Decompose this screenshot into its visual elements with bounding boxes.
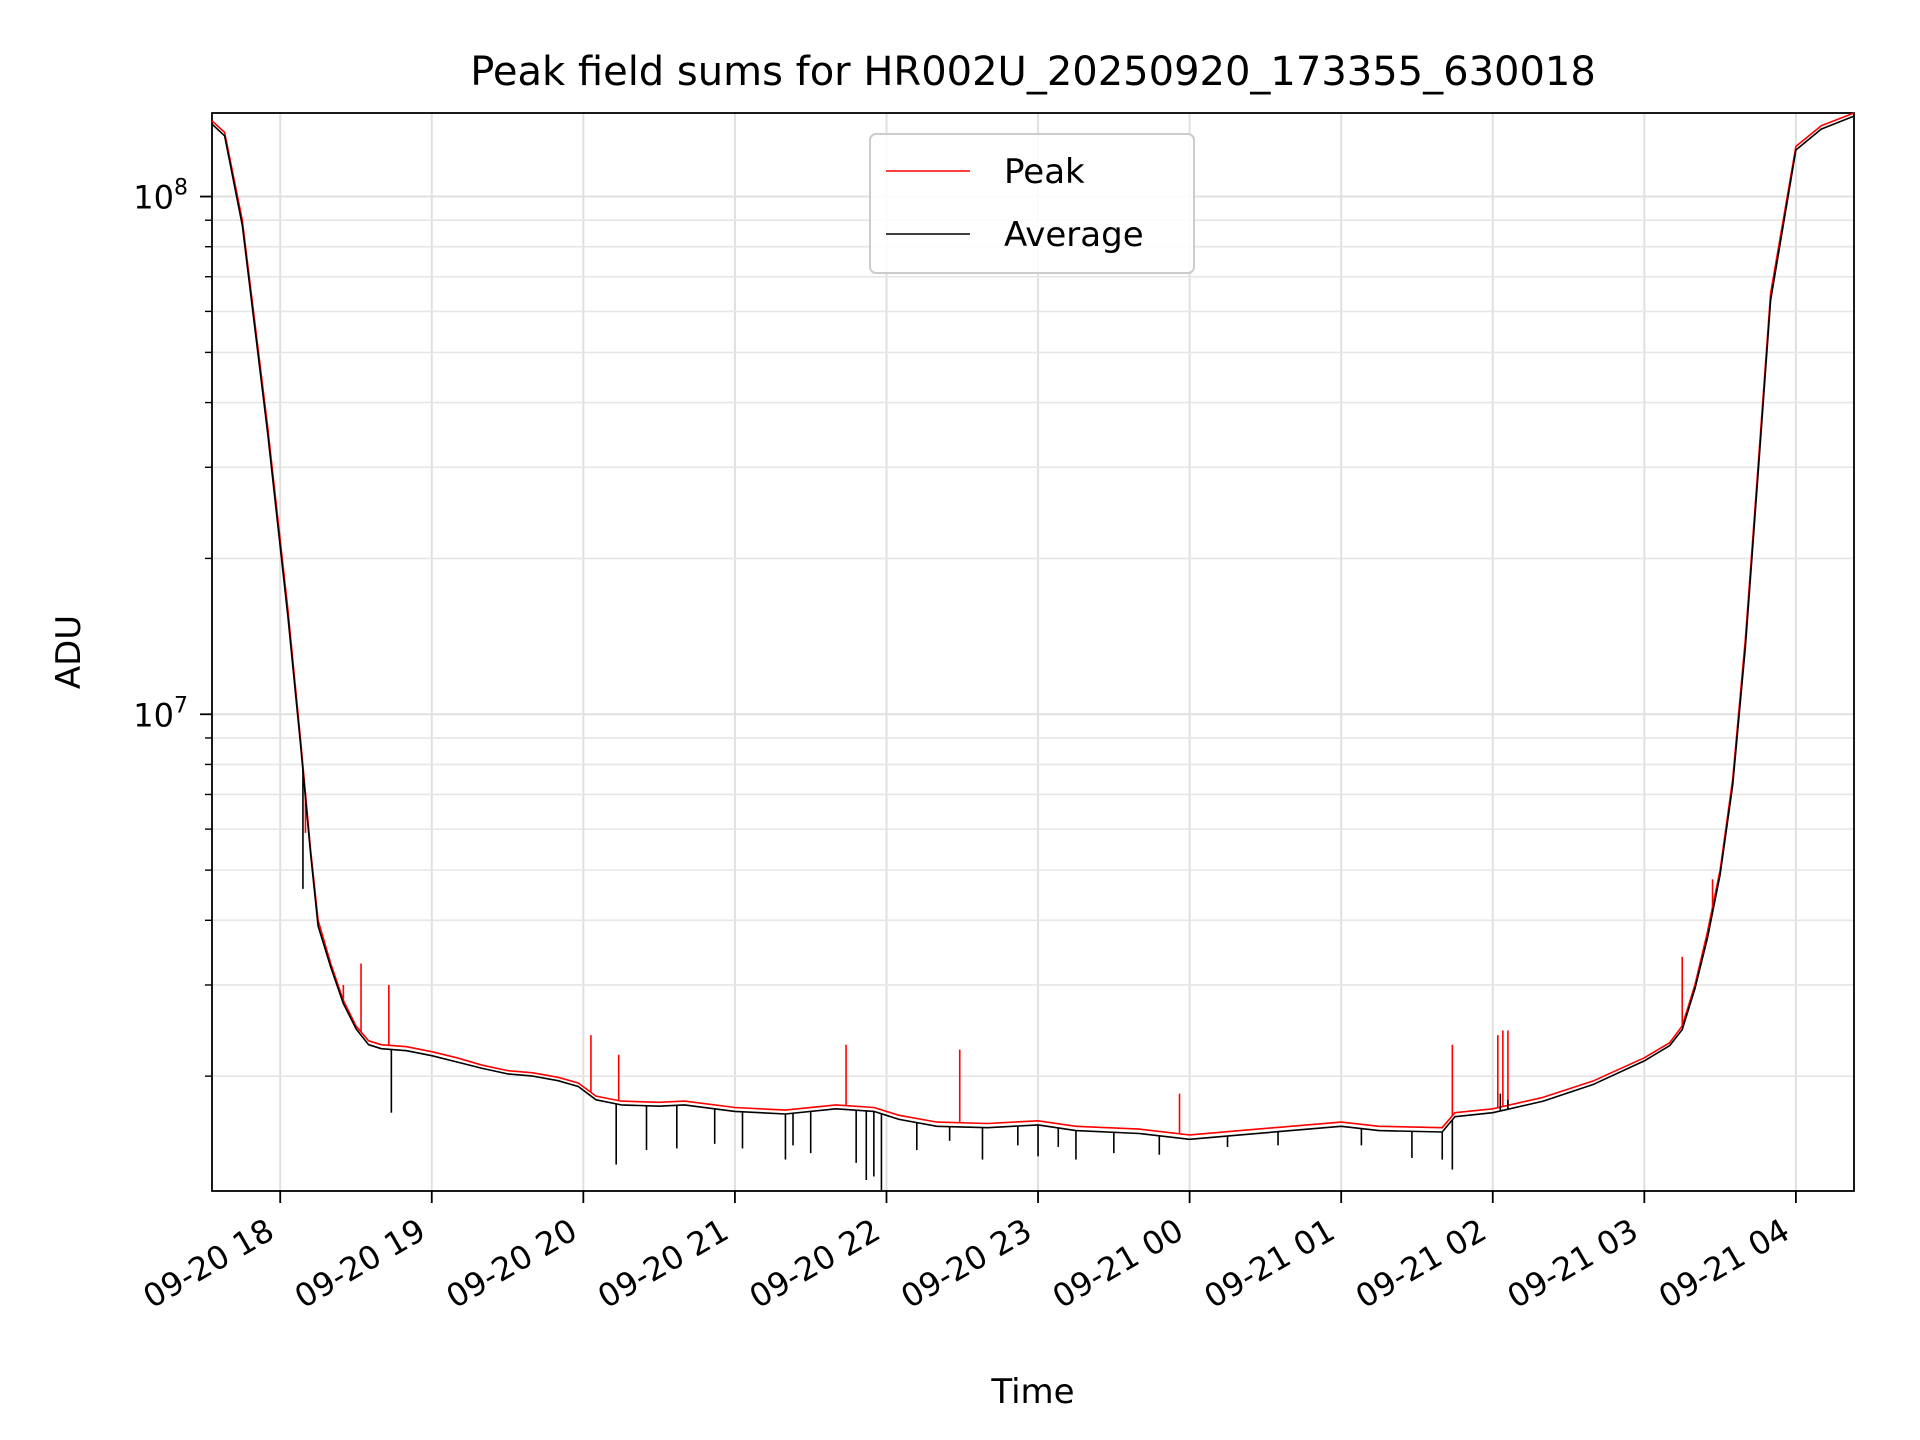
y-tick-label: 108 (133, 176, 188, 217)
x-axis-label: Time (990, 1372, 1074, 1412)
average-line (211, 115, 1855, 1141)
legend-peak-label: Peak (1004, 152, 1085, 192)
grid (212, 113, 1854, 1191)
chart-title: Peak field sums for HR002U_20250920_1733… (470, 49, 1596, 95)
y-tick-exponent: 7 (174, 693, 188, 718)
y-axis-label: ADU (49, 615, 89, 689)
y-tick-base: 10 (133, 179, 174, 217)
peak-line (211, 112, 1855, 1136)
plot-area (211, 112, 1855, 1192)
y-tick-base: 10 (133, 696, 174, 734)
series-layer (211, 112, 1855, 1191)
legend: Peak Average (869, 133, 1195, 274)
legend-box (869, 133, 1195, 274)
y-tick-exponent: 8 (174, 176, 188, 201)
series-peak (211, 112, 1855, 1136)
legend-average-label: Average (1004, 215, 1144, 255)
series-average (211, 115, 1855, 1191)
y-tick-label: 107 (133, 693, 188, 734)
